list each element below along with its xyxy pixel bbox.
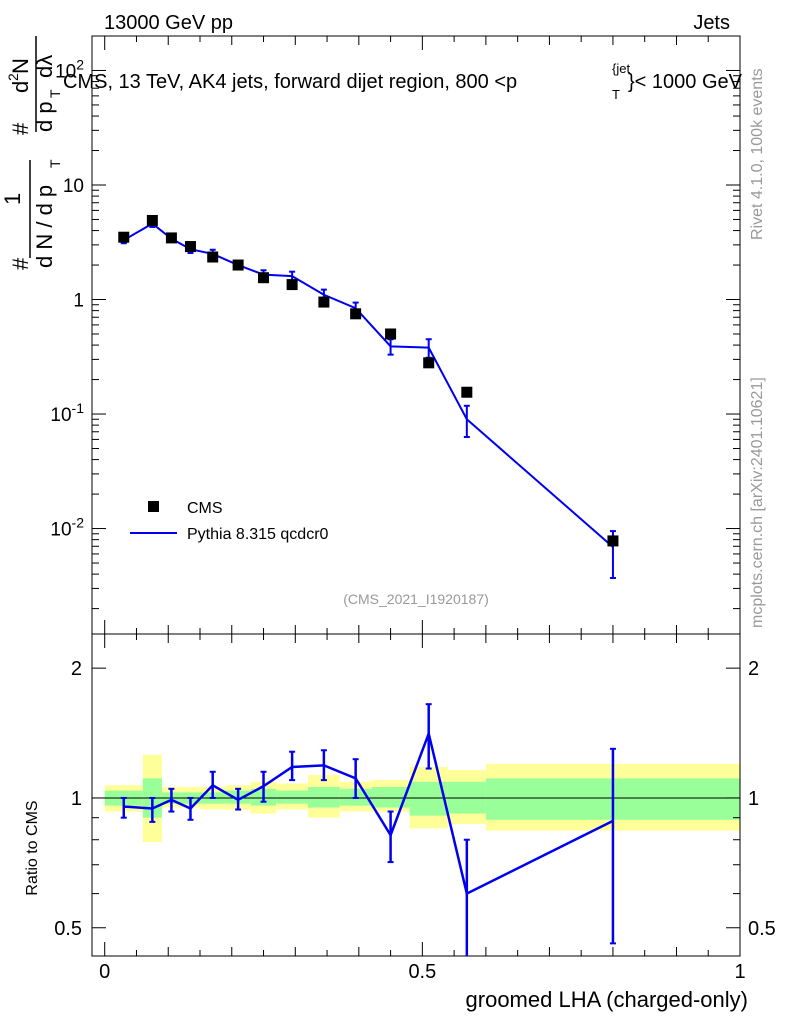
ratio-y-tick-label-right: 0.5 [748, 918, 776, 940]
ylabel-hash-1: # [8, 257, 33, 270]
analysis-id: (CMS_2021_I1920187) [343, 591, 489, 607]
cms-data-point [165, 232, 177, 244]
ylabel-hash-2: # [8, 122, 33, 135]
cms-data-point [350, 308, 362, 320]
legend-label-pythia: Pythia 8.315 qcdcr0 [187, 526, 329, 543]
ylabel-dlambda: dλ [32, 55, 57, 78]
main-frame [91, 35, 741, 635]
band-inner [308, 787, 340, 808]
ratio-y-tick-label-right: 1 [748, 788, 759, 810]
cms-data-point [184, 241, 196, 253]
cms-data-point [232, 259, 244, 271]
cms-data-point [146, 214, 158, 226]
cms-data-point [461, 386, 473, 398]
cms-data-point [385, 328, 397, 340]
cms-data-point [207, 251, 219, 263]
ratio-panel: 0 0.5 10.5 0.51 12 2 [54, 633, 776, 983]
cms-data-point [607, 535, 619, 547]
x-axis-label: groomed LHA (charged-only) [466, 987, 748, 1012]
ylabel-denom: d p [32, 101, 57, 132]
y-tick-label: 10 [63, 176, 84, 197]
y-tick-label: 102 [55, 56, 84, 82]
cms-data-point [286, 279, 298, 291]
ylabel-sup2: 2 [5, 73, 21, 81]
title-prefix: CMS, 13 TeV, AK4 jets, forward dijet reg… [63, 71, 517, 93]
ylabel-d: d [8, 81, 33, 93]
ylabel-dpT-sub: T [47, 159, 63, 168]
y-tick-label: 10-2 [50, 515, 84, 541]
cms-data-point [118, 231, 130, 243]
ratio-y-tick-label: 0.5 [54, 918, 82, 940]
x-tick-label: 0 [99, 961, 110, 983]
main-panel: 10-2 10-1 1 10 102 [50, 35, 741, 635]
legend-marker-cms [148, 501, 159, 512]
x-tick-label: 0.5 [408, 961, 436, 983]
ratio-y-tick-label: 2 [71, 658, 82, 680]
ratio-frame [91, 633, 741, 957]
ylabel-denom-sub: T [47, 89, 63, 98]
y-tick-label: 1 [73, 291, 84, 312]
side-rivet-text: Rivet 4.1.0, 100k events [749, 68, 766, 240]
y-tick-label: 10-1 [50, 400, 84, 426]
main-ylabel: # 1 d N / d p T # d 2 N d p T dλ [0, 36, 63, 270]
ratio-line [123, 729, 614, 896]
header-right: Jets [693, 12, 730, 34]
side-ref-text: mcplots.cern.ch [arXiv:2401.10621] [749, 377, 766, 628]
title-sub: T [612, 87, 620, 102]
mc-line [123, 222, 614, 548]
ratio-y-tick-label-right: 2 [748, 658, 759, 680]
title-sup: {jet [612, 61, 630, 76]
x-tick-label: 1 [734, 961, 745, 983]
cms-data-point [258, 272, 270, 284]
cms-data-point [423, 357, 435, 369]
ylabel-one: 1 [0, 193, 25, 205]
legend: CMS Pythia 8.315 qcdcr0 [130, 500, 329, 543]
title-suffix: }< 1000 GeV [628, 71, 743, 93]
ratio-ylabel: Ratio to CMS [24, 800, 41, 895]
cms-data-point [318, 296, 330, 308]
ylabel-dN-dpT: d N / d p [32, 185, 57, 268]
band-inner [276, 790, 308, 804]
band-inner [371, 787, 410, 808]
main-title: CMS, 13 TeV, AK4 jets, forward dijet reg… [63, 61, 743, 102]
header-left: 13000 GeV pp [104, 12, 233, 34]
legend-label-cms: CMS [187, 500, 223, 517]
ratio-y-tick-label: 1 [71, 788, 82, 810]
ylabel-N: N [8, 58, 33, 74]
